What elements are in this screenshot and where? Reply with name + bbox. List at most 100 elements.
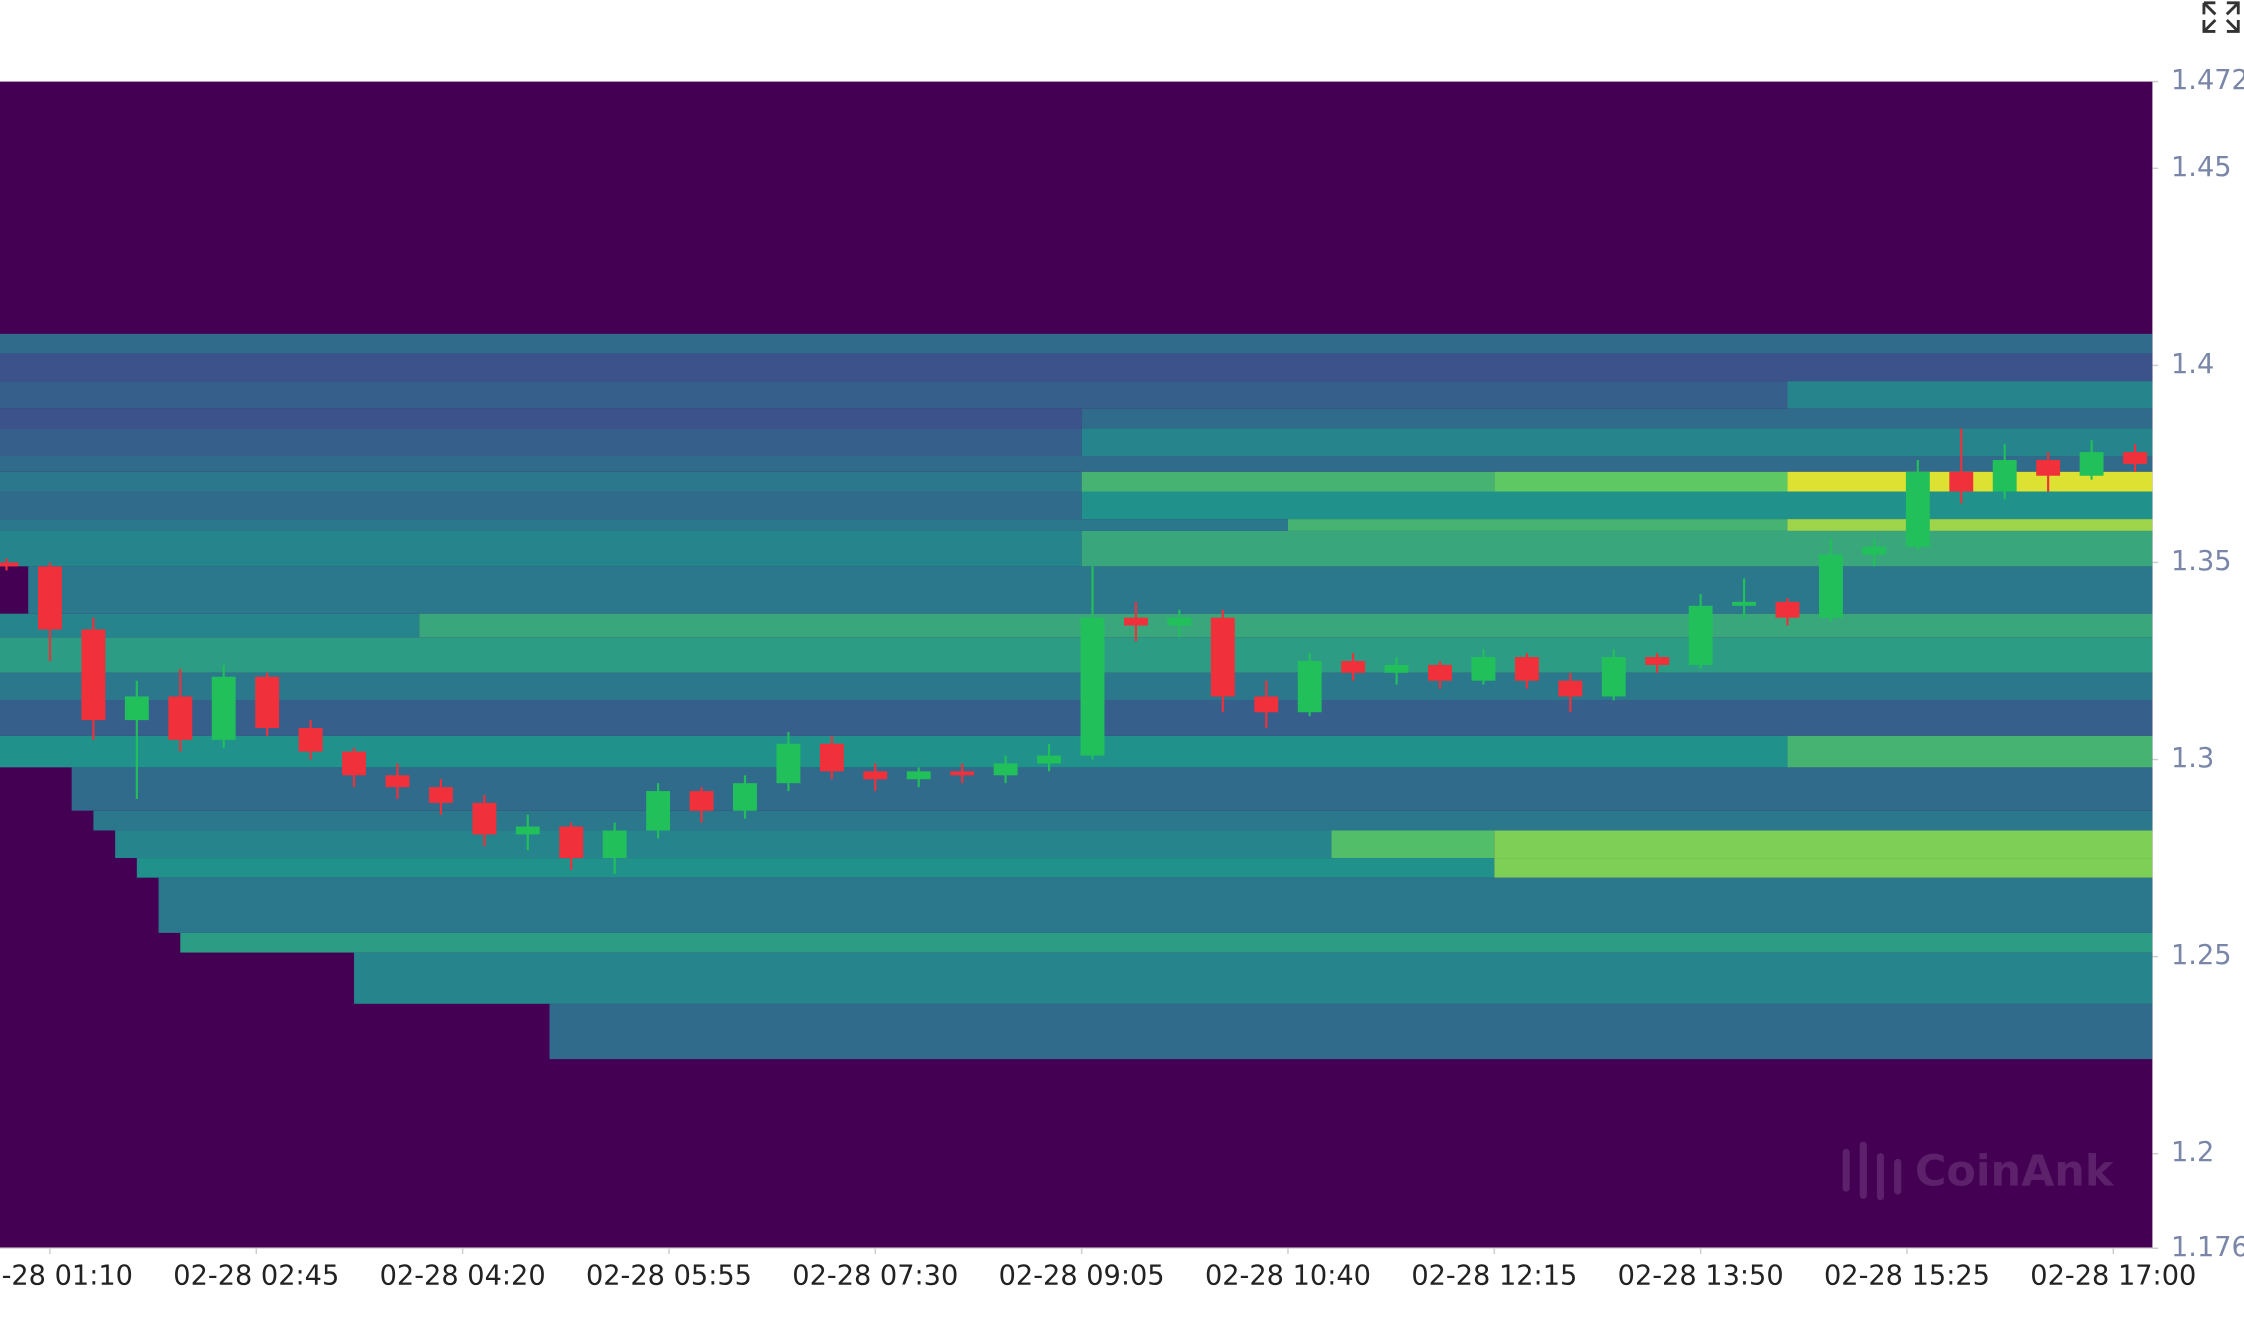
candle-body	[1254, 696, 1279, 713]
heat-cell	[180, 932, 2153, 953]
candle-body	[1384, 664, 1409, 673]
y-tick-label: 1.472	[2171, 65, 2244, 96]
candle-body	[1341, 660, 1366, 673]
candle-body	[2123, 452, 2147, 464]
candle-body	[1732, 601, 1757, 606]
candle-body	[776, 743, 801, 784]
heat-cell	[0, 381, 1788, 409]
candle-body	[1514, 657, 1539, 681]
candle-body	[2036, 459, 2061, 476]
heat-cell	[0, 637, 2153, 673]
x-tick-label: 02-28 10:40	[1205, 1260, 1371, 1291]
heat-cell	[419, 613, 2153, 638]
heat-cell	[0, 613, 420, 638]
x-tick-label: 02-28 01:10	[0, 1260, 133, 1291]
y-tick-label: 1.3	[2171, 743, 2214, 774]
heat-cell	[1787, 381, 2153, 409]
heat-cell	[71, 767, 2153, 811]
candle-body	[385, 775, 410, 788]
candle-body	[1905, 471, 1930, 547]
heat-cell	[1494, 858, 2153, 878]
heat-cell	[0, 456, 2153, 472]
y-tick-label: 1.4	[2171, 349, 2214, 380]
heat-cell	[0, 672, 2153, 701]
heat-cell	[0, 932, 181, 953]
candle-body	[1080, 617, 1105, 756]
heat-cell	[0, 471, 1082, 492]
heat-cell	[549, 1003, 2153, 1060]
x-tick-label: 02-28 07:30	[792, 1260, 958, 1291]
heat-cell	[1081, 491, 2153, 520]
heat-cell	[0, 952, 355, 1004]
y-tick-label: 1.35	[2171, 546, 2232, 577]
x-tick-label: 02-28 02:45	[173, 1260, 339, 1291]
candle-body	[646, 791, 671, 831]
candle-body	[1862, 546, 1887, 555]
heat-cell	[0, 530, 1082, 567]
candle-body	[428, 787, 453, 803]
candle-body	[472, 802, 497, 835]
heat-cell	[158, 877, 2153, 933]
heat-cell	[0, 408, 1082, 429]
heat-cell	[1081, 530, 2153, 567]
heatmap	[0, 333, 2153, 1060]
heat-cell	[115, 830, 1332, 859]
x-tick-label: 02-28 04:20	[380, 1260, 546, 1291]
candle-body	[342, 751, 366, 776]
candle-body	[1037, 755, 1062, 764]
heat-cell	[1331, 830, 1495, 859]
heat-cell	[0, 1003, 550, 1060]
candle-body	[2079, 452, 2104, 476]
candle-body	[906, 771, 931, 780]
candle-body	[1558, 680, 1583, 697]
candle-body	[298, 727, 323, 752]
heat-cell	[0, 767, 72, 811]
candle-body	[1775, 601, 1800, 618]
heat-cell	[1081, 408, 2153, 429]
y-tick-label: 1.25	[2171, 940, 2232, 971]
fullscreen-icon[interactable]	[2202, 1, 2240, 33]
heat-cell	[1787, 519, 2153, 531]
x-tick-label: 02-28 13:50	[1618, 1260, 1784, 1291]
heat-cell	[93, 810, 2153, 831]
candle-body	[1819, 554, 1843, 618]
heat-cell	[0, 519, 1288, 531]
heat-cell	[354, 952, 2153, 1004]
heat-cell	[0, 353, 2153, 382]
heat-cell	[0, 333, 2153, 354]
candle-body	[515, 826, 540, 835]
candle-body	[863, 771, 888, 780]
heat-cell	[0, 700, 2153, 736]
y-tick-label: 1.45	[2171, 152, 2232, 183]
candle-body	[993, 763, 1018, 776]
heat-cell	[136, 858, 1495, 878]
candles	[0, 428, 2147, 874]
heat-cell	[0, 491, 1082, 520]
candle-body	[1210, 617, 1235, 697]
watermark-logo	[1842, 1141, 1902, 1201]
candle-body	[168, 696, 193, 740]
candle-body	[1167, 617, 1192, 626]
heat-cell	[1787, 735, 2153, 768]
candle-body	[602, 830, 627, 859]
candle-body	[81, 629, 106, 721]
y-tick-label: 1.2	[2171, 1137, 2214, 1168]
heat-cell	[0, 810, 94, 831]
heat-cell	[0, 428, 1082, 457]
candle-body	[1428, 664, 1452, 681]
candle-body	[0, 562, 19, 567]
candle-body	[819, 743, 844, 772]
candle-body	[1471, 657, 1496, 681]
candle-body	[689, 791, 714, 811]
candle-body	[255, 676, 280, 728]
candle-body	[38, 566, 62, 630]
heat-cell	[1081, 428, 2153, 457]
watermark: CoinAnk	[1915, 1146, 2115, 1196]
candle-body	[1949, 471, 1974, 492]
candle-body	[1645, 657, 1670, 665]
heat-cell	[0, 566, 29, 614]
heat-cell	[0, 877, 159, 933]
heat-cell	[0, 830, 116, 859]
